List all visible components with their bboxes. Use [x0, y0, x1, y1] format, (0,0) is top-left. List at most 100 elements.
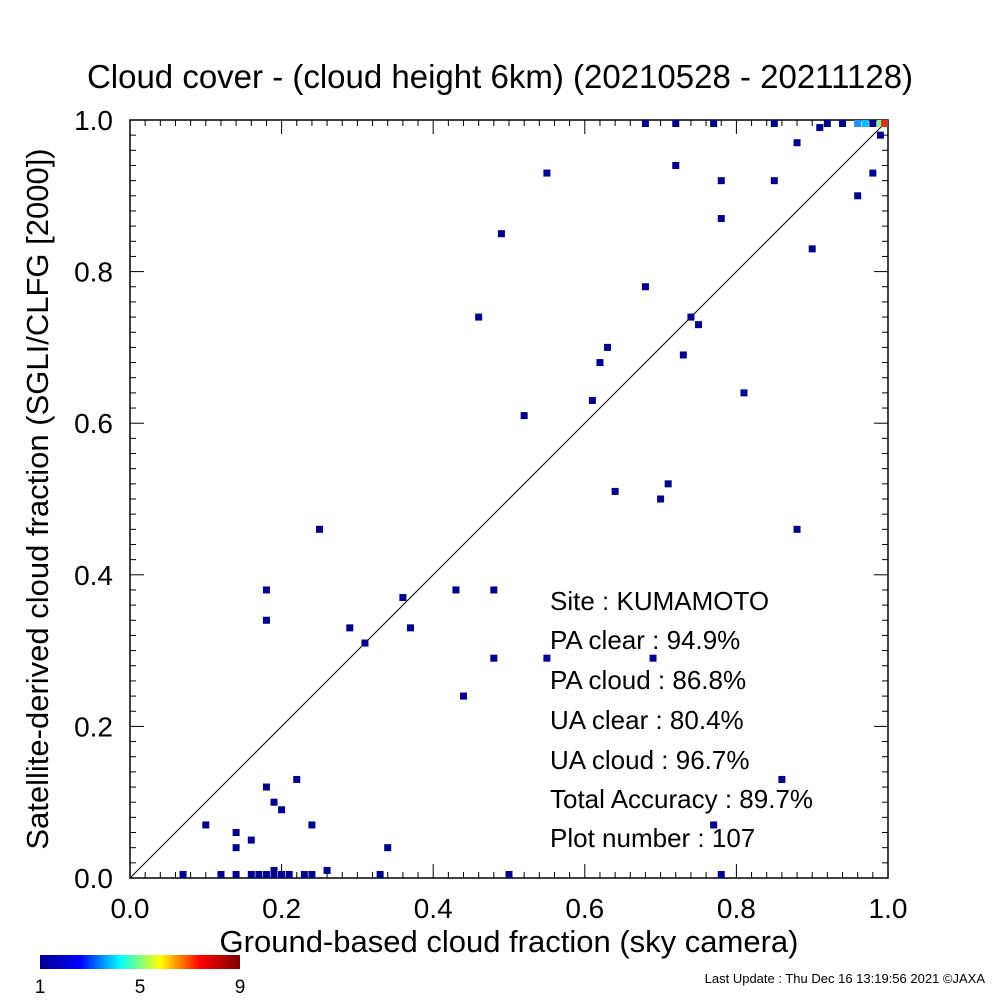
x-tick-label: 0.8	[717, 893, 756, 924]
data-point	[505, 871, 513, 878]
data-point	[588, 396, 596, 404]
data-point	[520, 412, 528, 420]
data-point	[869, 169, 877, 177]
y-tick-label: 0.8	[74, 257, 113, 288]
plot-area	[129, 119, 889, 879]
data-point	[611, 487, 619, 495]
y-tick-label: 1.0	[74, 105, 113, 136]
data-point	[285, 871, 293, 878]
data-point	[710, 120, 718, 127]
data-point	[740, 389, 748, 397]
x-tick-label: 1.0	[869, 893, 908, 924]
tick-labels: 0.0 0.2 0.4 0.6 0.8 1.0 0.0 0.2 0.4 0.6 0.8 1.0	[74, 105, 907, 924]
data-point	[543, 654, 551, 662]
data-point	[641, 120, 649, 127]
x-tick-label: 0.0	[111, 893, 150, 924]
data-point	[876, 120, 884, 127]
data-point	[202, 821, 210, 829]
chart-title: Cloud cover - (cloud height 6km) (202105…	[87, 58, 913, 95]
data-point	[255, 871, 263, 878]
stats-plot-number: Plot number : 107	[550, 823, 755, 853]
data-point	[232, 844, 240, 852]
data-point	[717, 871, 725, 878]
stats-site: Site : KUMAMOTO	[550, 586, 769, 616]
colorbar-min-label: 1	[35, 977, 46, 998]
data-point	[876, 131, 884, 139]
data-point	[839, 120, 847, 127]
data-point	[861, 120, 869, 127]
colorbar-max-label: 9	[235, 977, 246, 998]
data-point	[770, 177, 778, 185]
data-point	[232, 829, 240, 837]
data-point	[278, 806, 286, 814]
data-point	[346, 624, 354, 632]
stats-total-accuracy: Total Accuracy : 89.7%	[550, 784, 813, 814]
data-point	[793, 139, 801, 147]
data-point	[247, 871, 255, 878]
stats-pa-cloud: PA cloud : 86.8%	[550, 665, 746, 695]
last-update-footer: Last Update : Thu Dec 16 13:19:56 2021 ©…	[705, 971, 986, 986]
data-point	[641, 283, 649, 291]
data-point	[217, 871, 225, 878]
data-point	[649, 654, 657, 662]
data-point	[672, 120, 680, 127]
data-point	[247, 836, 255, 844]
data-point	[869, 120, 877, 127]
data-point	[793, 525, 801, 533]
data-point	[475, 313, 483, 321]
stats-ua-cloud: UA cloud : 96.7%	[550, 745, 749, 775]
data-point	[262, 586, 270, 594]
data-point	[278, 871, 286, 878]
colorbar-gradient	[40, 955, 240, 969]
y-tick-label: 0.4	[74, 560, 113, 591]
data-point	[384, 844, 392, 852]
data-point	[778, 775, 786, 783]
data-point	[881, 120, 888, 127]
data-point	[232, 871, 240, 878]
colorbar: 1 5 9	[35, 955, 246, 998]
y-tick-label: 0.0	[74, 863, 113, 894]
x-tick-label: 0.4	[414, 893, 453, 924]
data-point	[323, 866, 331, 874]
data-point	[770, 120, 778, 127]
data-point	[460, 692, 468, 700]
colorbar-mid-label: 5	[135, 977, 146, 998]
stats-box: Site : KUMAMOTO PA clear : 94.9% PA clou…	[550, 586, 813, 853]
data-point	[262, 783, 270, 791]
data-point	[406, 624, 414, 632]
data-point	[687, 313, 695, 321]
data-point	[179, 871, 187, 878]
one-to-one-line	[129, 119, 889, 879]
data-point	[854, 120, 862, 127]
x-axis-label: Ground-based cloud fraction (sky camera)	[220, 924, 799, 959]
data-point	[717, 215, 725, 223]
data-point	[300, 871, 308, 878]
data-point	[270, 798, 278, 806]
data-point	[657, 495, 665, 503]
data-point	[490, 586, 498, 594]
data-points	[179, 120, 888, 878]
data-point	[672, 161, 680, 169]
data-point	[664, 480, 672, 488]
data-point	[490, 654, 498, 662]
data-point	[361, 639, 369, 647]
data-point	[262, 616, 270, 624]
data-point	[262, 871, 270, 878]
data-point	[816, 124, 824, 132]
x-tick-label: 0.2	[262, 893, 301, 924]
data-point	[710, 821, 718, 829]
data-point	[452, 586, 460, 594]
data-point	[308, 871, 316, 878]
data-point	[808, 245, 816, 253]
data-point	[717, 177, 725, 185]
data-point	[497, 230, 505, 238]
data-point	[316, 525, 323, 533]
y-axis-label: Satellite-derived cloud fraction (SGLI/C…	[20, 148, 55, 849]
data-point	[604, 343, 612, 351]
data-point	[596, 359, 604, 367]
data-point	[399, 594, 407, 602]
data-point	[270, 866, 278, 874]
stats-pa-clear: PA clear : 94.9%	[550, 625, 740, 655]
x-tick-label: 0.6	[565, 893, 604, 924]
